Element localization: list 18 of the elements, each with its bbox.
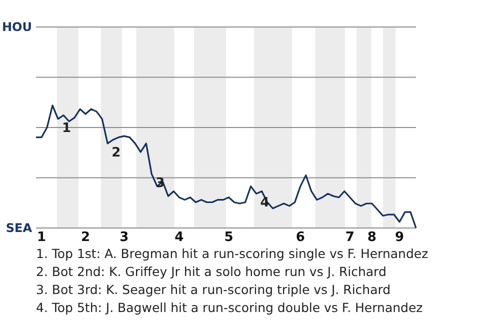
ref-line-label: HOU [2,20,32,34]
annotation: 2 [112,145,121,160]
x-tick-label: 2 [81,230,90,245]
x-tick-label: 6 [296,230,305,245]
x-tick-label: 9 [394,230,404,245]
x-tick-label: 1 [36,230,46,245]
x-tick-label: 7 [345,230,354,245]
x-tick-label: 3 [120,230,129,245]
text: 4. Top 5th: J. Bagwell hit a run-scoring double vs F. Hernandez [36,300,424,315]
x-tick-label: 4 [174,230,184,245]
annotation: 4 [260,196,270,211]
x-tick-label: 5 [224,230,234,245]
annotation: 1 [62,120,72,136]
x-tick-label: 8 [367,230,376,245]
text: 1. Top 1st: A. Bregman hit a run-scoring single vs F. Hernandez [36,246,429,261]
text: 3. Bot 3rd: K. Seager hit a run-scoring triple vs J. Richard [36,282,391,297]
ref-line-label: SEA [6,221,33,235]
text: 2. Bot 2nd: K. Griffey Jr hit a solo home run vs J. Richard [36,264,386,279]
